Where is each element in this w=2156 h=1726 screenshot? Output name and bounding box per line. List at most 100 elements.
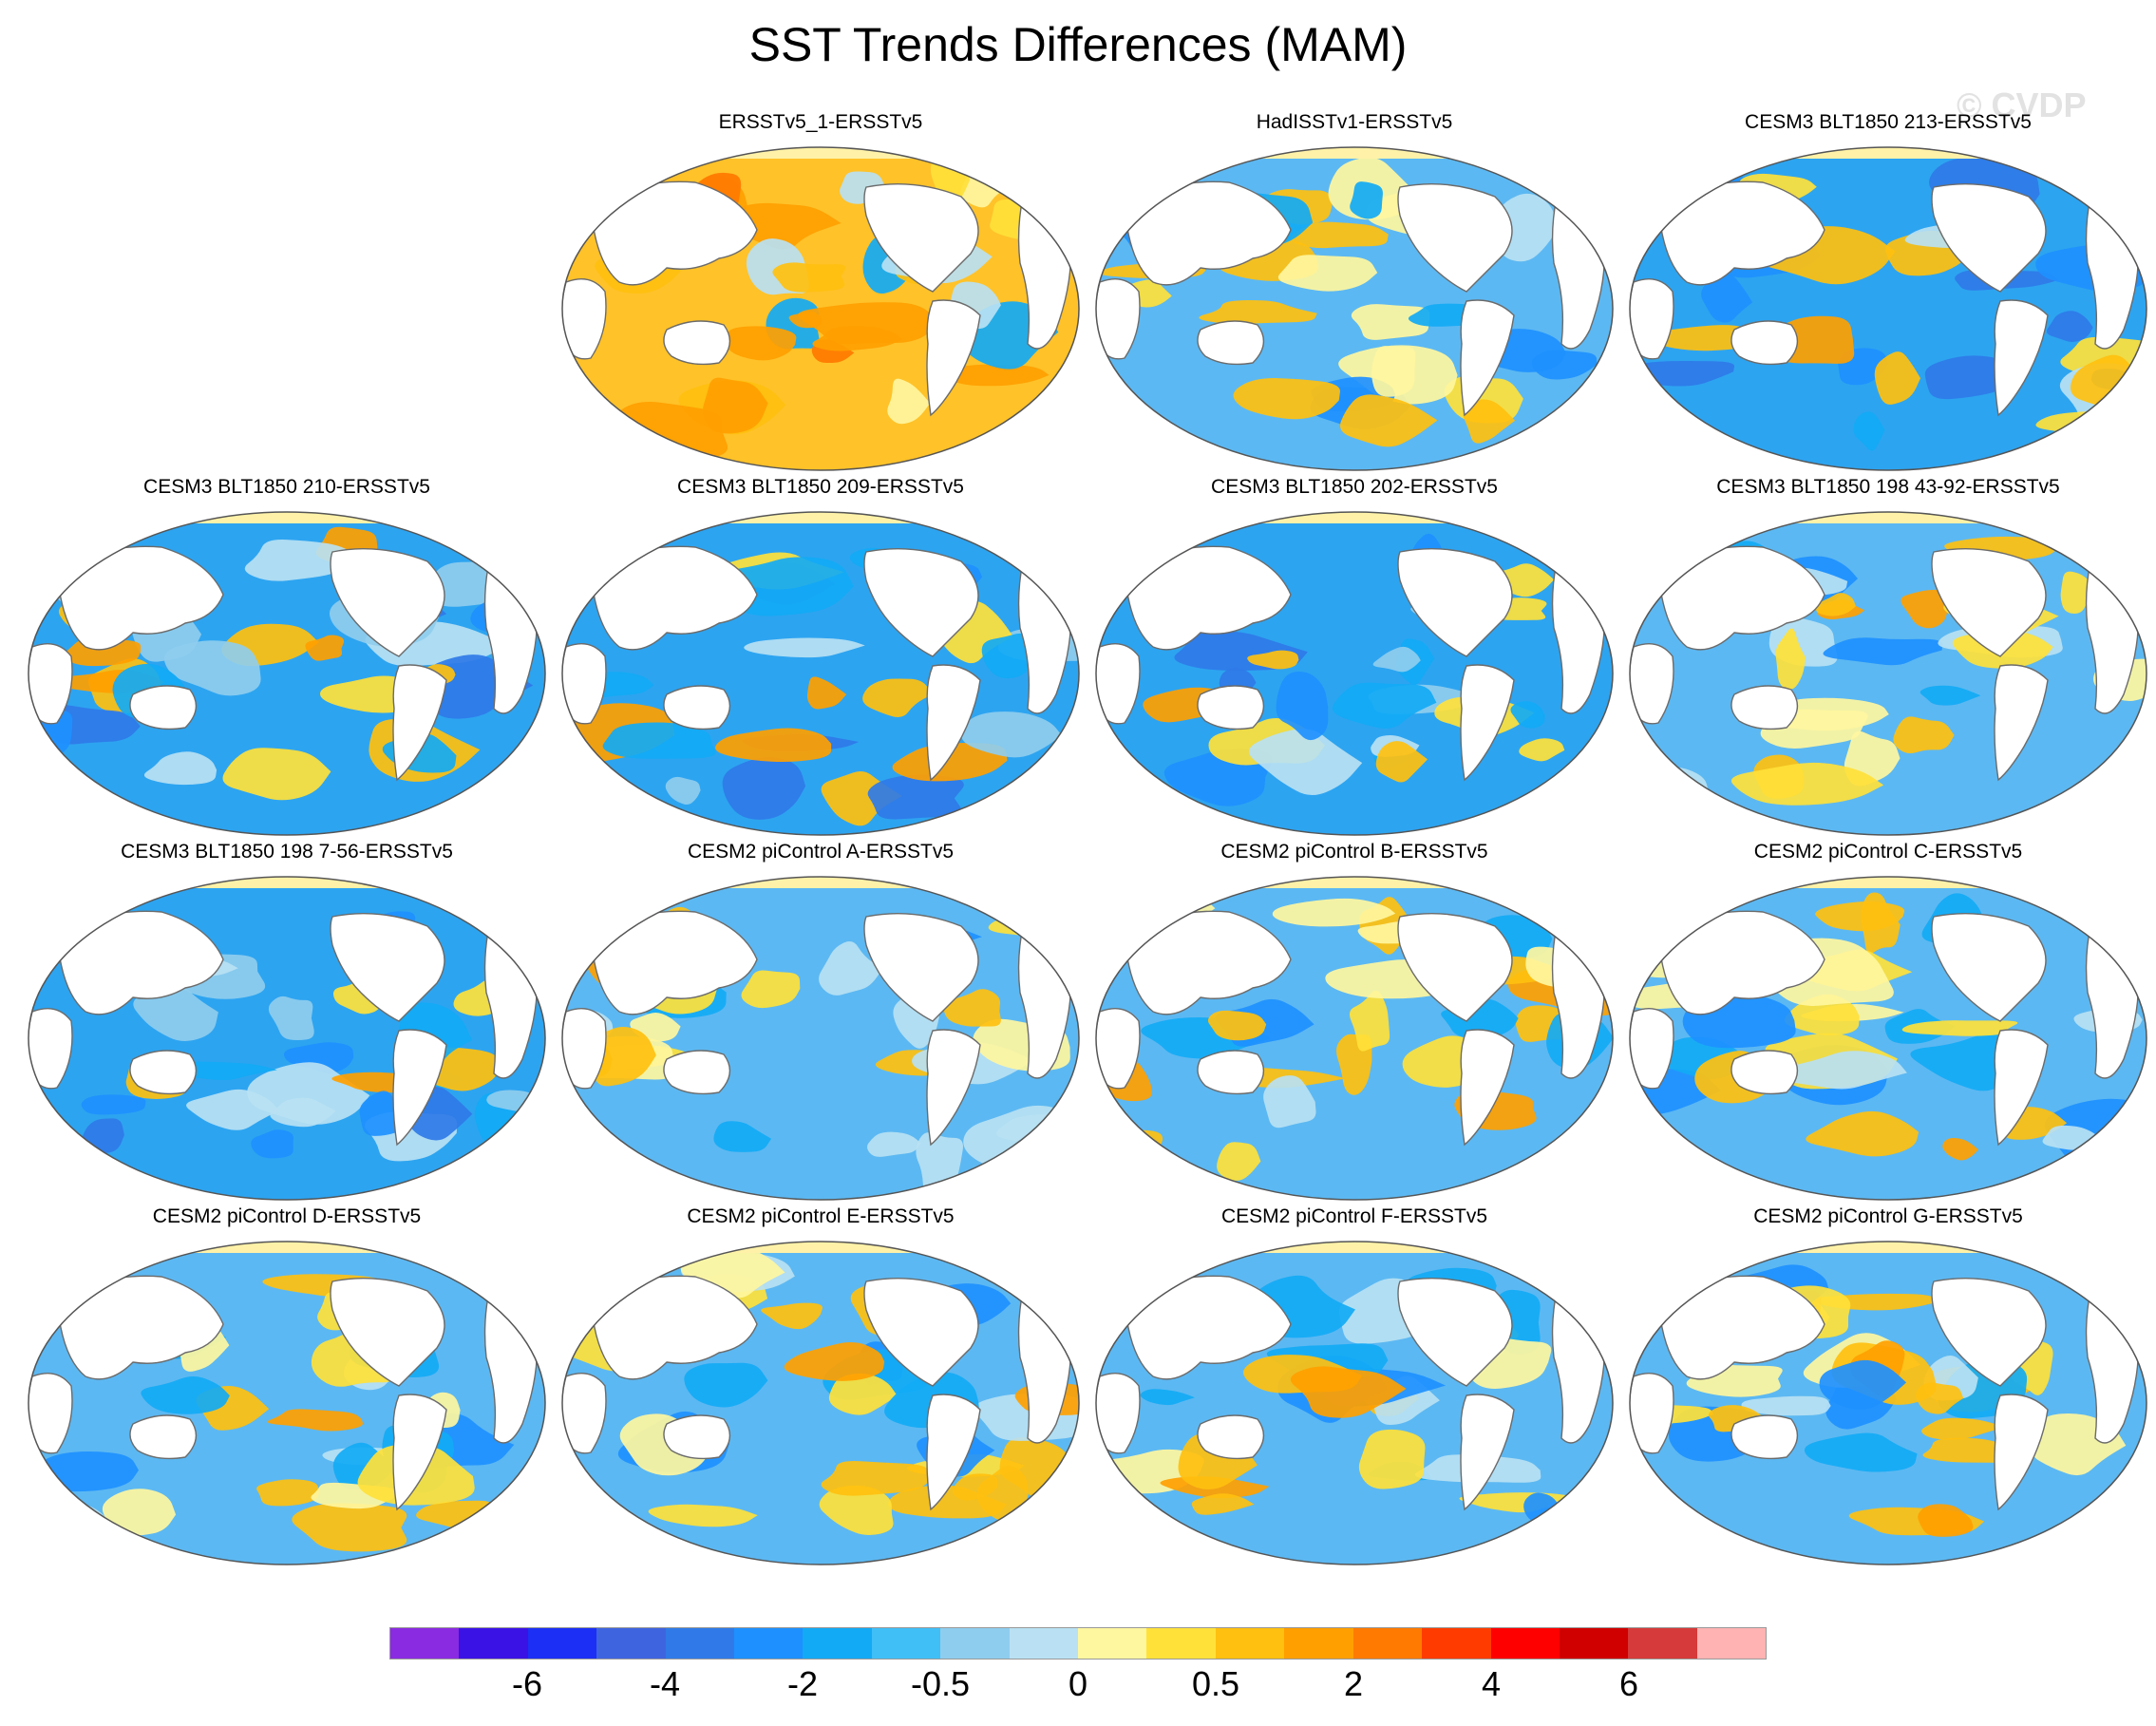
colorbar-swatch (871, 1628, 941, 1659)
sst-anomaly-region (713, 1121, 772, 1152)
land-mass (1460, 1394, 1515, 1511)
sst-anomaly-region (741, 970, 801, 1009)
sst-anomaly-region (1630, 1065, 1721, 1117)
sst-anomaly-region (892, 743, 1008, 782)
sst-anomaly-region (1263, 1075, 1316, 1129)
sst-anomaly-region (1272, 898, 1396, 927)
colorbar-tick-label: 0 (1068, 1664, 1088, 1703)
land-mass (1931, 547, 2047, 657)
land-mass (1124, 545, 1292, 651)
land-mass (330, 547, 445, 657)
sst-anomaly-region (1358, 1429, 1426, 1489)
ocean-field (1630, 147, 2147, 470)
colorbar-swatch (1422, 1628, 1491, 1659)
land-mass (1397, 1277, 1513, 1387)
land-mass (1197, 1414, 1265, 1460)
sea-ice-band (1096, 147, 1613, 159)
sst-map (28, 876, 546, 1201)
colorbar-swatch (803, 1628, 872, 1659)
land-mass (663, 685, 731, 730)
land-mass (56, 1275, 224, 1380)
sst-anomaly-region (887, 378, 931, 425)
sst-anomaly-region (684, 1362, 768, 1408)
sst-anomaly-region (1544, 529, 1613, 578)
land-mass (1931, 912, 2047, 1022)
land-mass (28, 643, 73, 725)
sst-anomaly-region (256, 1479, 320, 1507)
sst-anomaly-region (2046, 311, 2093, 342)
colorbar (389, 1627, 1767, 1660)
colorbar-swatch (459, 1628, 528, 1659)
land-mass (1931, 182, 2047, 293)
colorbar-swatch (1146, 1628, 1216, 1659)
sst-anomaly-region (812, 326, 902, 351)
sst-map (561, 1241, 1080, 1565)
sst-map (1629, 146, 2147, 471)
map-panel: CESM3 BLT1850 209-ERSSTv5 (553, 476, 1088, 843)
colorbar-swatch (734, 1628, 804, 1659)
sea-ice-band (562, 512, 1079, 523)
sst-anomaly-region (1459, 1492, 1588, 1513)
land-mass (330, 912, 445, 1022)
sst-anomaly-region (1921, 1417, 2005, 1440)
sst-anomaly-region (1816, 593, 1856, 616)
land-mass (1124, 1275, 1292, 1380)
colorbar-swatch (1352, 1628, 1423, 1659)
sst-anomaly-region (1519, 738, 1565, 762)
sea-ice-band (1630, 147, 2147, 159)
land-mass (1397, 182, 1513, 293)
land-mass (562, 1008, 607, 1090)
ocean-field (1630, 512, 2147, 835)
map-outline (1629, 511, 2147, 836)
land-mass (1096, 1373, 1141, 1454)
sst-anomaly-region (81, 1094, 146, 1115)
map-outline (28, 876, 546, 1201)
colorbar-swatch (1490, 1628, 1560, 1659)
land-mass (56, 910, 224, 1015)
sst-anomaly-region (1217, 1142, 1261, 1181)
sst-map (561, 876, 1080, 1201)
map-panel: CESM2 piControl F-ERSSTv5 (1087, 1205, 1622, 1572)
sst-anomaly-region (1823, 637, 1943, 666)
map-outline (1095, 511, 1614, 836)
sst-anomaly-region (1918, 1504, 1974, 1537)
map-panel: CESM3 BLT1850 198 43-92-ERSSTv5 (1620, 476, 2156, 843)
sst-anomaly-region (1349, 990, 1390, 1052)
land-mass (1096, 643, 1141, 725)
land-mass (1730, 685, 1799, 730)
land-mass (926, 299, 981, 417)
figure-title: SST Trends Differences (MAM) (748, 18, 1408, 71)
sst-anomaly-region (267, 1409, 364, 1432)
land-mass (1630, 1008, 1674, 1090)
land-mass (1994, 664, 2049, 782)
panel-title: CESM2 piControl F-ERSSTv5 (1220, 1205, 1488, 1227)
land-mass (663, 1050, 731, 1095)
land-mass (863, 547, 979, 657)
sst-anomaly-region (867, 774, 964, 820)
sst-anomaly-region (1901, 589, 1951, 629)
map-panel: CESM2 piControl E-ERSSTv5 (553, 1205, 1088, 1572)
ocean-field (1096, 512, 1613, 835)
sst-anomaly-region (1351, 304, 1430, 340)
colorbar-tick-label: -2 (786, 1664, 819, 1703)
sst-anomaly-region (942, 364, 1050, 387)
sst-anomaly-region (251, 1129, 293, 1159)
land-mass (863, 912, 979, 1022)
map-panel: CESM3 BLT1850 210-ERSSTv5 (19, 476, 555, 843)
sst-anomaly-region (133, 985, 218, 1041)
map-outline (1095, 876, 1614, 1201)
sst-anomaly-region (163, 640, 261, 696)
land-mass (129, 1050, 198, 1095)
sst-anomaly-region (821, 1460, 933, 1496)
panel-title: CESM3 BLT1850 209-ERSSTv5 (677, 476, 964, 498)
panel-title: CESM3 BLT1850 198 7-56-ERSSTv5 (121, 841, 453, 863)
land-mass (1931, 1277, 2047, 1387)
sst-anomaly-region (1332, 682, 1437, 729)
sst-anomaly-region (292, 1503, 407, 1552)
land-mass (1730, 320, 1799, 366)
sst-anomaly-region (1233, 378, 1340, 420)
colorbar-tick-label: 2 (1343, 1664, 1364, 1703)
land-mass (1730, 1050, 1799, 1095)
colorbar-swatch (390, 1628, 460, 1659)
map-outline (28, 511, 546, 836)
